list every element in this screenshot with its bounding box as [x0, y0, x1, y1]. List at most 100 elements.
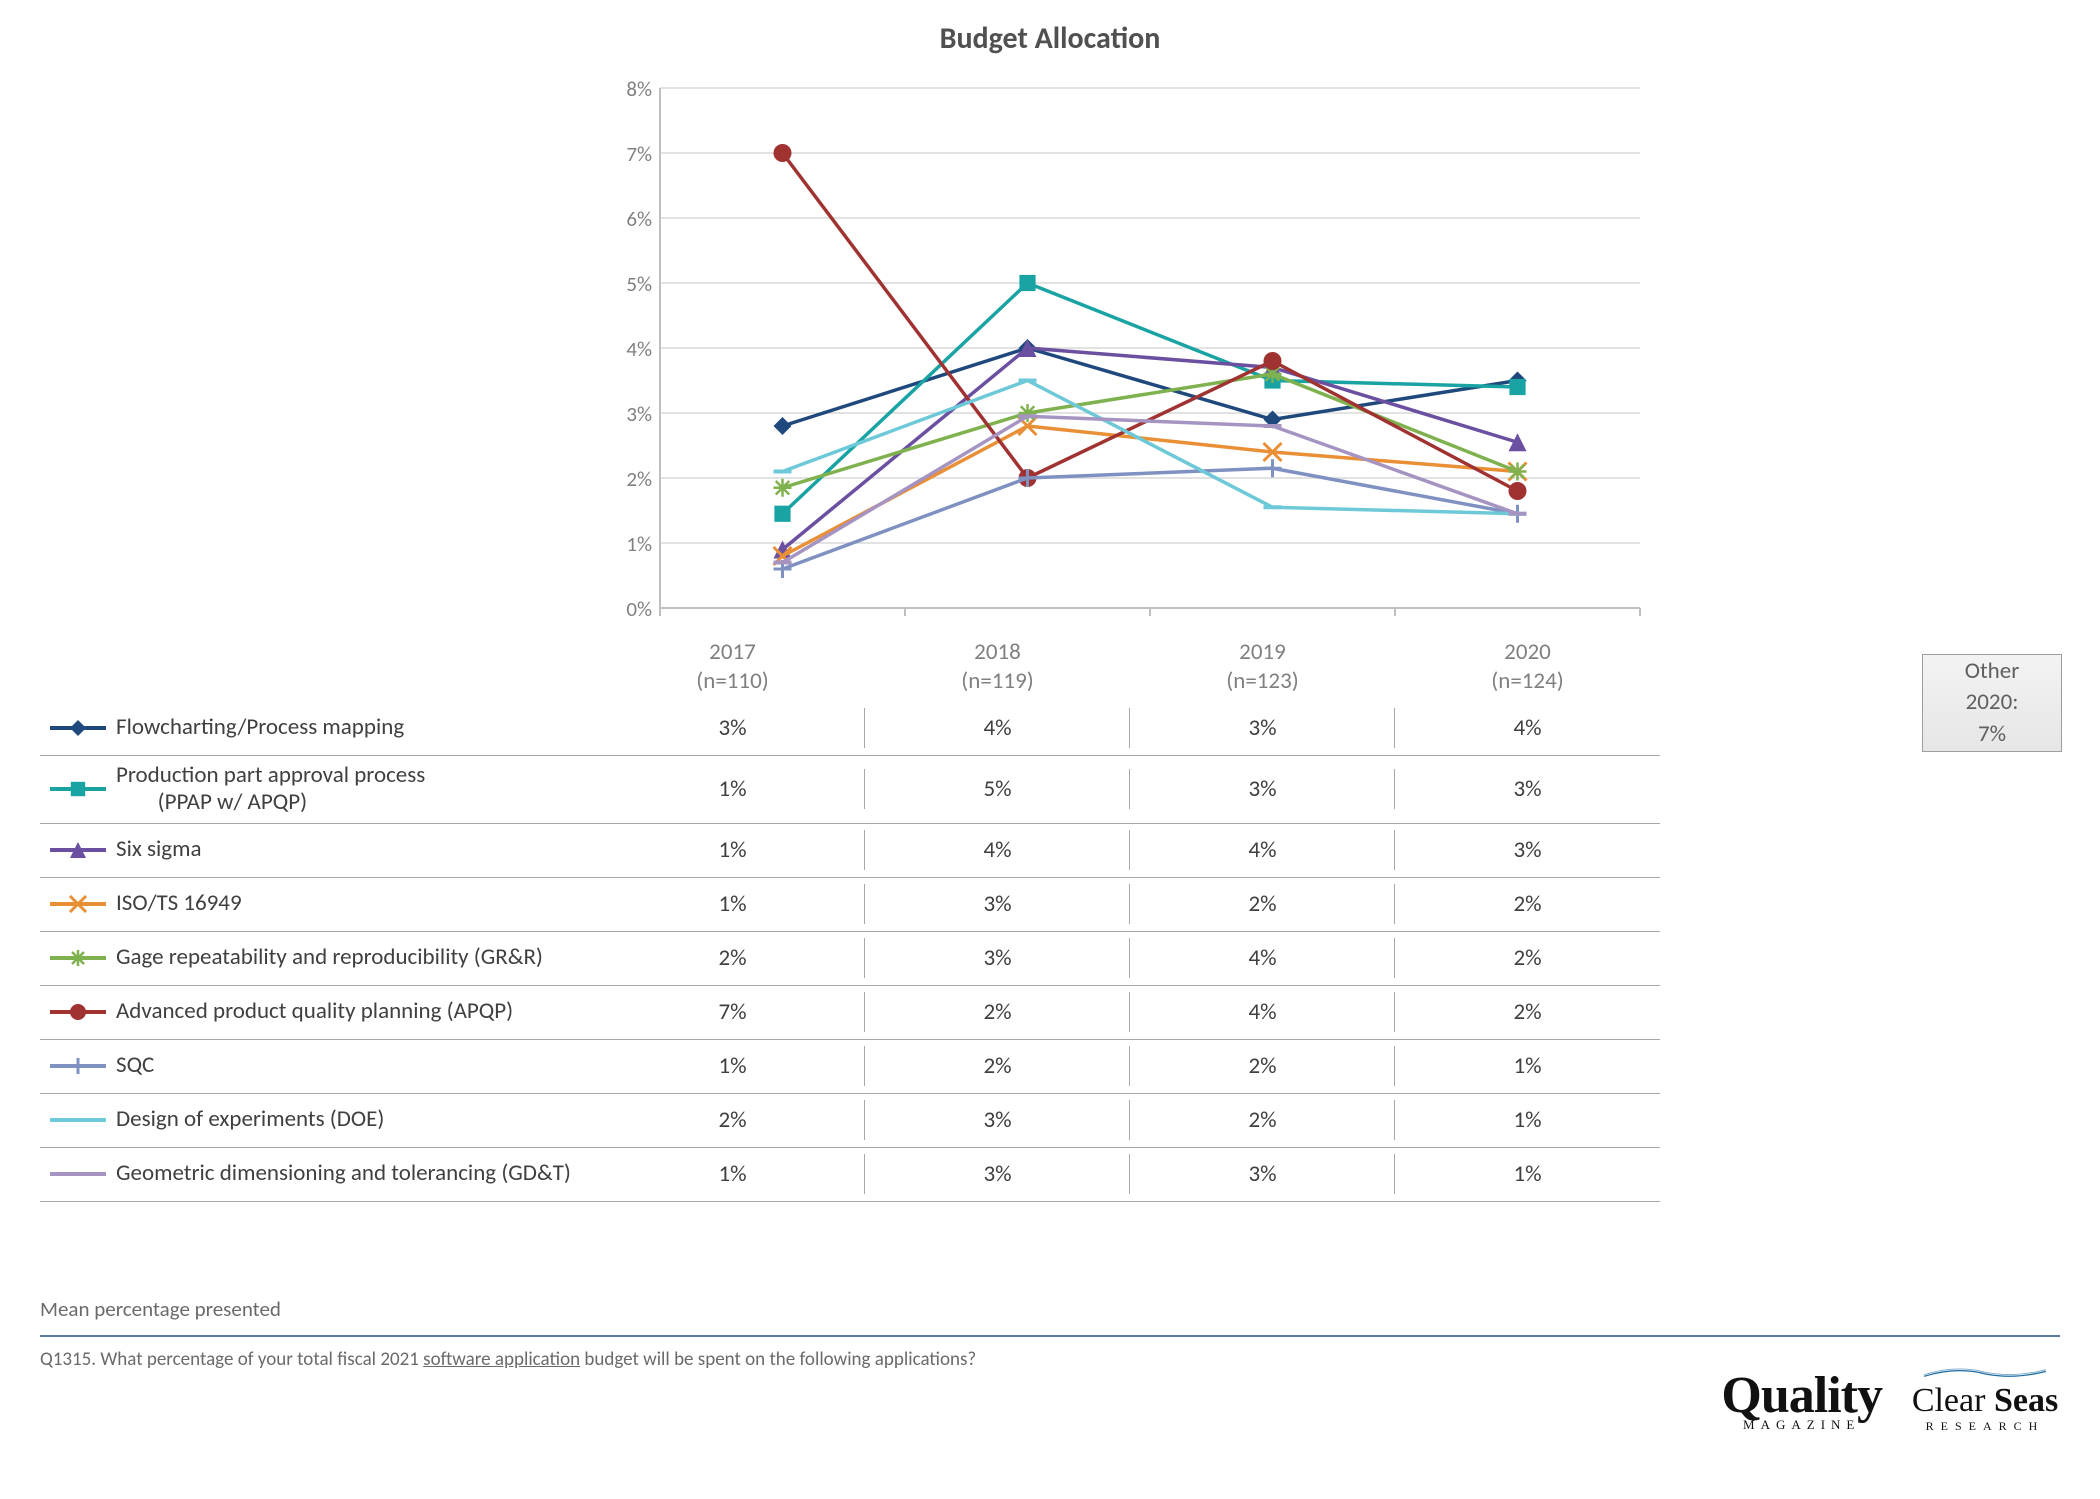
quality-logo-main: Quality	[1721, 1370, 1882, 1422]
series-marker-icon	[46, 835, 116, 865]
legend-cell: Production part approval process (PPAP w…	[40, 762, 600, 817]
y-tick-label: 2%	[602, 466, 652, 492]
data-cell: 1%	[600, 836, 865, 864]
question-underlined: software application	[423, 1348, 580, 1371]
data-cell: 3%	[865, 1106, 1130, 1134]
y-tick-label: 0%	[602, 596, 652, 622]
question-suffix: budget will be spent on the following ap…	[580, 1348, 976, 1371]
chart-area	[600, 78, 1660, 638]
data-cell: 3%	[600, 714, 865, 742]
data-cell: 1%	[1395, 1160, 1660, 1188]
data-cell: 2%	[865, 1052, 1130, 1080]
data-cell: 1%	[600, 775, 865, 803]
y-tick-label: 4%	[602, 336, 652, 362]
callout-line: 2020:	[1923, 687, 2061, 718]
callout-line: 7%	[1923, 719, 2061, 750]
data-cell: 2%	[865, 998, 1130, 1026]
table-row: Six sigma1%4%4%3%	[40, 824, 1660, 878]
data-cell: 4%	[1130, 836, 1395, 864]
data-cell: 1%	[1395, 1052, 1660, 1080]
y-tick-label: 5%	[602, 271, 652, 297]
data-cell: 1%	[600, 1160, 865, 1188]
line-chart	[600, 78, 1660, 638]
data-cell: 4%	[1130, 944, 1395, 972]
data-cell: 4%	[1395, 714, 1660, 742]
data-cell: 3%	[865, 944, 1130, 972]
series-marker-icon	[46, 997, 116, 1027]
legend-label: Production part approval process (PPAP w…	[116, 762, 425, 817]
data-cell: 4%	[1130, 998, 1395, 1026]
data-cell: 5%	[865, 775, 1130, 803]
data-cell: 3%	[865, 890, 1130, 918]
data-cell: 3%	[1130, 775, 1395, 803]
data-cell: 3%	[1130, 1160, 1395, 1188]
y-tick-label: 3%	[602, 401, 652, 427]
legend-cell: Design of experiments (DOE)	[40, 1105, 600, 1135]
data-cell: 2%	[1130, 1106, 1395, 1134]
data-cell: 3%	[1395, 836, 1660, 864]
callout-line: Other	[1923, 656, 2061, 687]
chart-title: Budget Allocation	[0, 20, 2100, 57]
column-header: 2020(n=124)	[1395, 638, 1660, 696]
quality-logo: Quality MAGAZINE	[1721, 1370, 1882, 1431]
table-row: SQC1%2%2%1%	[40, 1040, 1660, 1094]
data-cell: 4%	[865, 836, 1130, 864]
data-cell: 3%	[1395, 775, 1660, 803]
data-cell: 3%	[865, 1160, 1130, 1188]
question-note: Q1315. What percentage of your total fis…	[40, 1348, 976, 1371]
legend-label: Gage repeatability and reproducibility (…	[116, 944, 543, 972]
clearseas-logo-main: Clear Seas	[1910, 1384, 2060, 1418]
y-tick-label: 1%	[602, 531, 652, 557]
legend-cell: SQC	[40, 1051, 600, 1081]
data-cell: 2%	[1395, 890, 1660, 918]
data-cell: 2%	[1395, 998, 1660, 1026]
series-marker-icon	[46, 713, 116, 743]
series-marker-icon	[46, 1159, 116, 1189]
series-marker-icon	[46, 1105, 116, 1135]
legend-label: Six sigma	[116, 836, 202, 864]
table-row: Advanced product quality planning (APQP)…	[40, 986, 1660, 1040]
y-tick-label: 7%	[602, 141, 652, 167]
question-prefix: Q1315. What percentage of your total fis…	[40, 1348, 423, 1371]
legend-cell: Geometric dimensioning and tolerancing (…	[40, 1159, 600, 1189]
table-row: ISO/TS 169491%3%2%2%	[40, 878, 1660, 932]
clearseas-logo: Clear Seas RESEARCH	[1910, 1368, 2060, 1432]
table-row: Flowcharting/Process mapping3%4%3%4%	[40, 702, 1660, 756]
table-row: Production part approval process (PPAP w…	[40, 756, 1660, 824]
data-cell: 4%	[865, 714, 1130, 742]
data-cell: 1%	[1395, 1106, 1660, 1134]
series-marker-icon	[46, 1051, 116, 1081]
data-cell: 2%	[1395, 944, 1660, 972]
y-tick-label: 8%	[602, 76, 652, 102]
clearseas-logo-sub: RESEARCH	[1910, 1420, 2060, 1432]
data-cell: 7%	[600, 998, 865, 1026]
data-cell: 1%	[600, 890, 865, 918]
y-tick-label: 6%	[602, 206, 652, 232]
column-header: 2018(n=119)	[865, 638, 1130, 696]
series-marker-icon	[46, 774, 116, 804]
data-cell: 2%	[600, 944, 865, 972]
table-row: Design of experiments (DOE)2%3%2%1%	[40, 1094, 1660, 1148]
data-cell: 2%	[1130, 890, 1395, 918]
legend-cell: Six sigma	[40, 835, 600, 865]
series-marker-icon	[46, 943, 116, 973]
divider	[40, 1335, 2060, 1337]
quality-logo-sub: MAGAZINE	[1743, 1418, 1860, 1431]
legend-cell: ISO/TS 16949	[40, 889, 600, 919]
data-table: 2017(n=110)2018(n=119)2019(n=123)2020(n=…	[40, 638, 1660, 1202]
legend-cell: Advanced product quality planning (APQP)	[40, 997, 600, 1027]
callout-box: Other 2020: 7%	[1922, 654, 2062, 752]
mean-note: Mean percentage presented	[40, 1296, 281, 1322]
legend-label: Geometric dimensioning and tolerancing (…	[116, 1160, 571, 1188]
logos: Quality MAGAZINE Clear Seas RESEARCH	[1721, 1368, 2060, 1432]
column-header: 2017(n=110)	[600, 638, 865, 696]
legend-label: Design of experiments (DOE)	[116, 1106, 384, 1134]
wave-icon	[1910, 1368, 2060, 1378]
legend-label: ISO/TS 16949	[116, 890, 242, 918]
table-row: Gage repeatability and reproducibility (…	[40, 932, 1660, 986]
page: Budget Allocation 0%1%2%3%4%5%6%7%8% Oth…	[0, 0, 2100, 1499]
table-header-row: 2017(n=110)2018(n=119)2019(n=123)2020(n=…	[40, 638, 1660, 702]
column-header: 2019(n=123)	[1130, 638, 1395, 696]
table-row: Geometric dimensioning and tolerancing (…	[40, 1148, 1660, 1202]
legend-cell: Flowcharting/Process mapping	[40, 713, 600, 743]
